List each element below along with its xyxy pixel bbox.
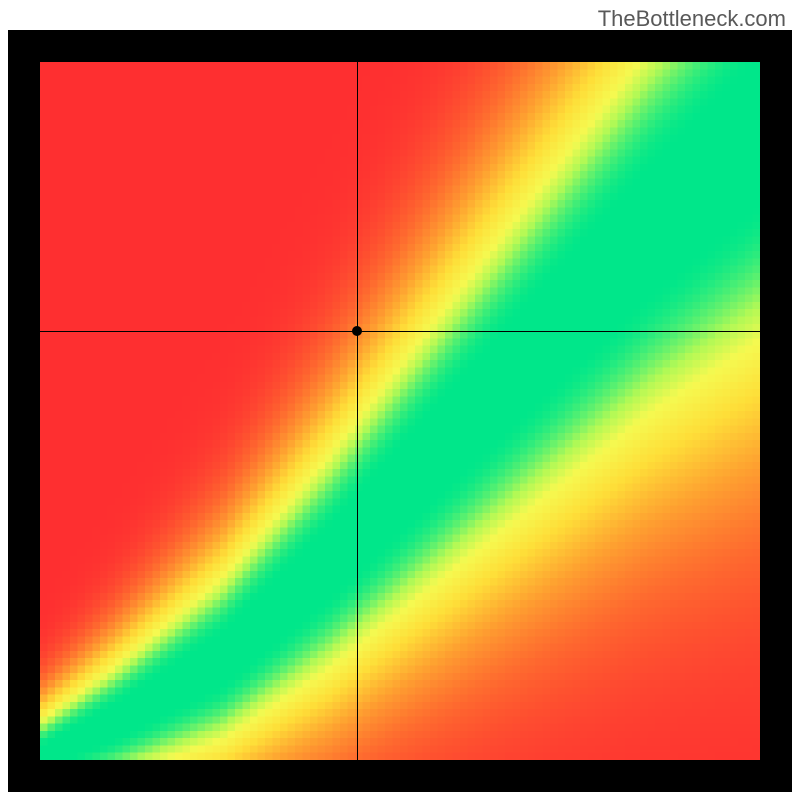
crosshair-horizontal: [40, 331, 760, 332]
watermark-text: TheBottleneck.com: [598, 6, 786, 32]
marker-point: [352, 326, 362, 336]
chart-outer-frame: [8, 30, 792, 792]
crosshair-vertical: [357, 62, 358, 760]
heatmap: [40, 62, 760, 760]
